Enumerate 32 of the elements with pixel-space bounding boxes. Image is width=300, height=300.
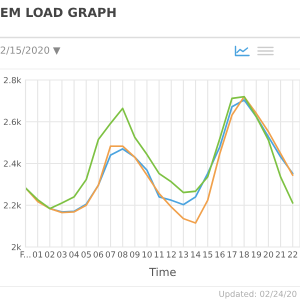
x-tick-label: 13 — [179, 251, 188, 258]
x-tick-label: 08 — [118, 251, 128, 258]
x-tick-label: 01 — [32, 251, 42, 258]
x-tick-label: 17 — [228, 251, 237, 258]
x-tick-label: 15 — [203, 251, 212, 258]
y-tick-label: 2k — [12, 244, 22, 250]
x-tick-label: 14 — [191, 251, 200, 258]
x-tick-label: 04 — [69, 251, 79, 258]
x-tick-label: F... — [20, 251, 30, 258]
chart-subtitle: 2/15/2020 ▼ — [0, 46, 60, 55]
x-tick-label: 06 — [94, 251, 104, 258]
x-tick-label: 12 — [166, 251, 176, 258]
x-tick-label: 05 — [81, 251, 91, 258]
y-tick-label: 2.8k — [4, 76, 22, 84]
y-tick-label: 2.2k — [4, 202, 22, 208]
x-tick-label: 11 — [154, 251, 164, 258]
x-tick-label: 02 — [45, 251, 54, 258]
x-tick-label: 20 — [264, 251, 274, 258]
x-tick-label: 19 — [252, 251, 261, 258]
x-tick-label: 07 — [106, 251, 116, 258]
x-tick-label: 22 — [288, 251, 298, 258]
x-tick-label: 21 — [276, 251, 286, 258]
y-tick-label: 2.4k — [4, 160, 22, 167]
x-axis-title: Time — [149, 268, 176, 276]
x-tick-label: 18 — [240, 251, 249, 258]
y-tick-label: 2.6k — [4, 118, 22, 126]
text: Updated: 02/24/20 — [219, 290, 296, 299]
x-tick-label: 16 — [215, 251, 225, 258]
chart-title: EM LOAD GRAPH — [1, 8, 116, 18]
x-tick-label: 03 — [57, 251, 67, 258]
x-tick-label: 10 — [142, 251, 152, 258]
x-tick-label: 09 — [130, 251, 140, 258]
